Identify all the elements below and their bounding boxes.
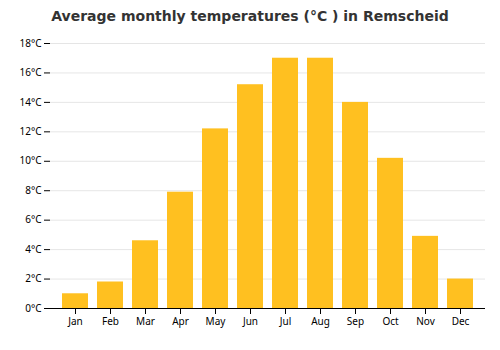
svg-text:6°C: 6°C (25, 212, 42, 226)
svg-text:14°C: 14°C (19, 95, 42, 109)
svg-text:Apr: Apr (172, 314, 189, 328)
svg-text:Jan: Jan (67, 314, 83, 328)
svg-text:Sep: Sep (347, 314, 364, 328)
html-text:Average monthly temperatures (: Average monthly temperatures (°C ) in Re… (51, 8, 449, 24)
svg-text:16°C: 16°C (19, 65, 42, 79)
svg-text:Jul: Jul (279, 314, 292, 328)
svg-text:Mar: Mar (136, 314, 155, 328)
svg-text:12°C: 12°C (19, 124, 42, 138)
svg-text:2°C: 2°C (25, 271, 42, 285)
svg-text:May: May (206, 314, 227, 328)
svg-text:Oct: Oct (382, 314, 399, 328)
svg-text:Jun: Jun (242, 314, 258, 328)
svg-text:18°C: 18°C (19, 36, 42, 50)
svg-text:Feb: Feb (102, 314, 119, 328)
svg-text:Aug: Aug (311, 314, 330, 328)
svg-text:0°C: 0°C (25, 301, 42, 315)
svg-text:Dec: Dec (452, 314, 470, 328)
svg-text:10°C: 10°C (19, 153, 42, 167)
svg-text:4°C: 4°C (25, 242, 42, 256)
svg-text:Nov: Nov (416, 314, 435, 328)
svg-text:8°C: 8°C (25, 183, 42, 197)
